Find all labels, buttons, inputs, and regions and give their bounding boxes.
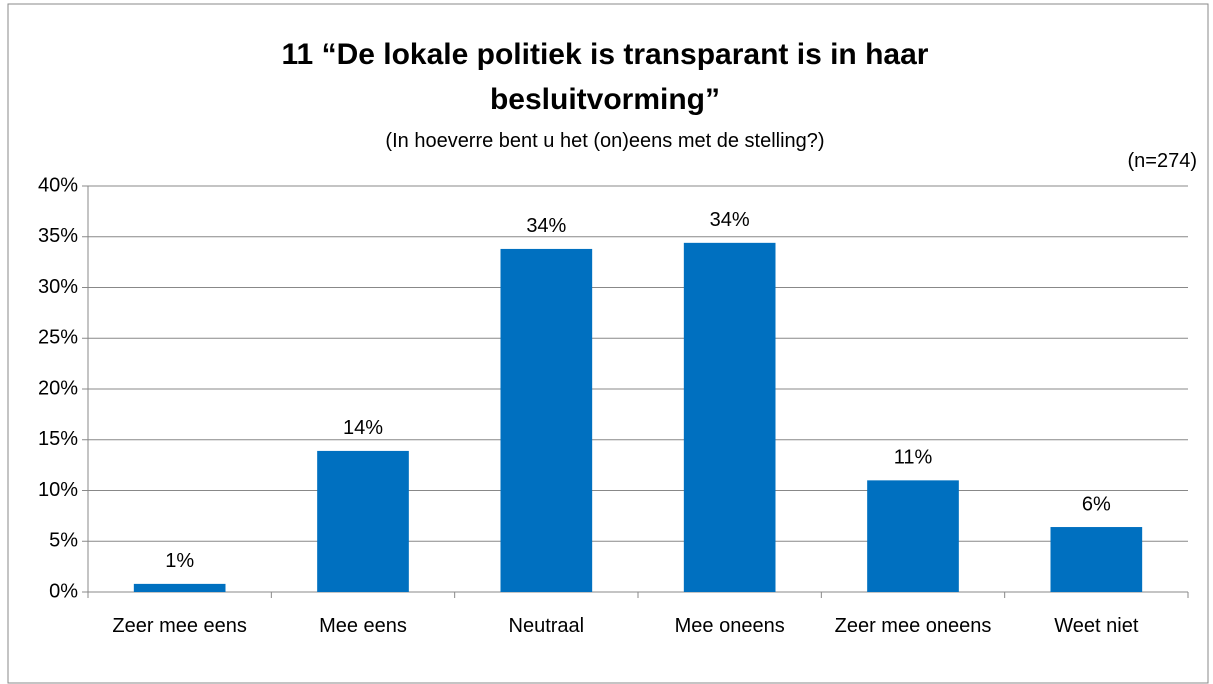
y-tick-label: 20% [38, 377, 78, 399]
chart-title: 11 “De lokale politiek is transparant is… [281, 38, 929, 116]
sample-size: (n=274) [1127, 150, 1198, 172]
y-tick-label: 5% [49, 530, 78, 552]
data-label: 14% [343, 417, 383, 439]
data-label: 6% [1082, 493, 1111, 515]
y-tick-label: 10% [38, 479, 78, 501]
bar [133, 583, 226, 592]
chart-subtitle: (In hoeverre bent u het (on)eens met de … [385, 130, 825, 152]
bar [867, 480, 959, 592]
bar [683, 242, 776, 592]
chart-border [7, 3, 1209, 684]
y-tick-label: 30% [38, 276, 78, 298]
data-label: 34% [710, 209, 750, 231]
y-tick-label: 0% [49, 580, 78, 602]
x-tick-label: Zeer mee eens [112, 615, 247, 637]
bar [1050, 527, 1143, 592]
bar [500, 248, 593, 592]
x-tick-label: Mee eens [319, 615, 407, 637]
data-label: 1% [165, 550, 194, 572]
data-label: 34% [526, 215, 566, 237]
bar [317, 450, 409, 592]
y-tick-label: 25% [38, 327, 78, 349]
x-tick-label: Mee oneens [674, 615, 785, 637]
y-tick-label: 15% [38, 428, 78, 450]
x-tick-label: Weet niet [1054, 615, 1139, 637]
x-tick-label: Neutraal [508, 615, 585, 637]
y-tick-label: 35% [38, 225, 78, 247]
x-tick-label: Zeer mee oneens [834, 615, 992, 637]
y-tick-label: 40% [38, 174, 78, 196]
data-label: 11% [894, 447, 933, 469]
